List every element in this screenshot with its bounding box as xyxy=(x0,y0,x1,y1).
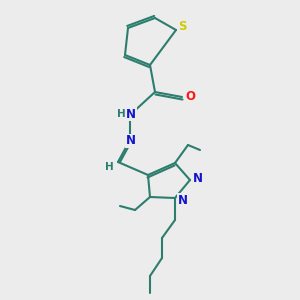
Text: H: H xyxy=(117,109,125,119)
Text: N: N xyxy=(126,134,136,148)
Text: S: S xyxy=(178,20,186,34)
Text: N: N xyxy=(126,107,136,121)
Text: N: N xyxy=(178,194,188,206)
Text: H: H xyxy=(105,162,113,172)
Text: N: N xyxy=(193,172,203,184)
Text: O: O xyxy=(185,91,195,103)
